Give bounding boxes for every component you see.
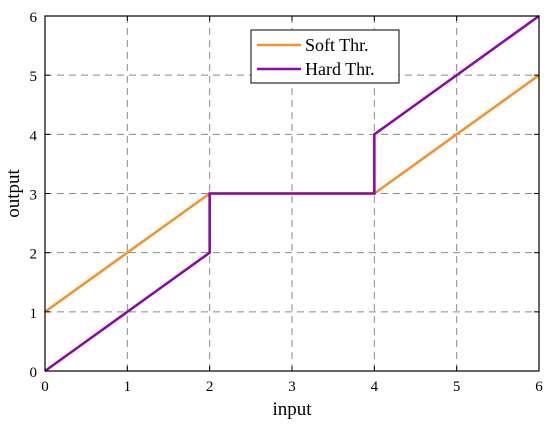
x-tick-label: 5 (453, 379, 461, 395)
x-tick-label: 3 (288, 379, 296, 395)
y-tick-label: 6 (30, 10, 38, 26)
legend-box (250, 29, 400, 84)
x-tick-label: 4 (371, 379, 379, 395)
legend: Soft Thr. Hard Thr. (250, 29, 400, 84)
y-tick-label: 4 (30, 128, 38, 144)
y-tick-label: 5 (30, 69, 38, 85)
ticks (44, 15, 540, 372)
legend-label-soft-thr: Soft Thr. (305, 35, 369, 55)
x-tick-label: 1 (124, 379, 132, 395)
y-tick-label: 2 (30, 247, 38, 263)
x-tick-label: 2 (206, 379, 214, 395)
y-axis-label: output (3, 169, 24, 218)
y-tick-label: 1 (30, 306, 38, 322)
legend-label-hard-thr: Hard Thr. (305, 59, 375, 79)
x-tick-label: 6 (535, 379, 543, 395)
x-axis-label: input (272, 399, 312, 420)
tick-labels: 0 1 2 3 4 5 6 0 1 2 3 4 5 6 (30, 10, 544, 395)
x-tick-label: 0 (41, 379, 49, 395)
y-tick-label: 0 (30, 365, 38, 381)
series-line-hard-thr (44, 14, 540, 373)
y-tick-label: 3 (30, 188, 38, 204)
series-layer (44, 14, 540, 373)
